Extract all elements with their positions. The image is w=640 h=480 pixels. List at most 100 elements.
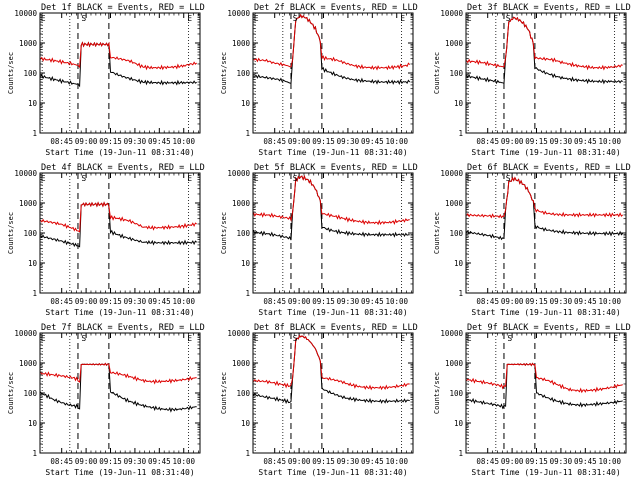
end-marker: E <box>400 174 405 183</box>
x-tick-label: 09:00 <box>288 297 311 306</box>
x-axis-label: Start Time (19-Jun-11 08:31:40) <box>471 468 620 477</box>
y-tick-label: 1 <box>458 289 463 298</box>
y-tick-label: 100 <box>236 229 250 238</box>
x-tick-label: 09:00 <box>288 137 311 146</box>
events-series-line <box>466 16 623 85</box>
y-tick-label: 10000 <box>14 169 37 178</box>
y-tick-label: 100 <box>449 69 463 78</box>
y-tick-label: 1000 <box>232 359 251 368</box>
panel-title: Det 6f BLACK = Events, RED = LLD <box>467 163 631 173</box>
y-axis-label: Counts/sec <box>220 52 228 94</box>
y-tick-label: 10000 <box>440 329 463 338</box>
y-tick-label: 1 <box>458 449 463 458</box>
y-tick-label: 10 <box>454 99 464 108</box>
panel-title: Det 7f BLACK = Events, RED = LLD <box>41 323 205 333</box>
y-axis-label: Counts/sec <box>7 212 15 254</box>
y-tick-label: 10 <box>241 259 251 268</box>
x-tick-label: 09:00 <box>288 457 311 466</box>
panel-det-4: Det 4f BLACK = Events, RED = LLD Counts/s… <box>7 163 205 317</box>
plot-frame <box>39 12 201 134</box>
end-marker: E <box>41 334 46 343</box>
x-tick-label: 09:15 <box>99 137 122 146</box>
x-tick-label: 10:00 <box>172 457 195 466</box>
events-series-line <box>40 362 197 413</box>
y-axis-label: Counts/sec <box>7 372 15 414</box>
y-tick-label: 10000 <box>440 169 463 178</box>
end-marker: E <box>41 174 46 183</box>
y-tick-label: 1000 <box>19 199 38 208</box>
x-tick-label: 10:00 <box>385 457 408 466</box>
panel-det-2: Det 2f BLACK = Events, RED = LLD Counts/s… <box>220 3 418 157</box>
y-tick-label: 10000 <box>227 329 250 338</box>
end-marker: E <box>467 14 472 23</box>
events-series-line <box>466 362 623 410</box>
y-tick-label: 10 <box>454 259 464 268</box>
lld-series-line <box>40 201 197 233</box>
x-tick-label: 08:45 <box>50 137 73 146</box>
panel-title: Det 4f BLACK = Events, RED = LLD <box>41 163 205 173</box>
y-tick-label: 10 <box>454 419 464 428</box>
y-axis-label: Counts/sec <box>433 372 441 414</box>
end-marker: E <box>254 174 259 183</box>
end-marker: E <box>613 14 618 23</box>
panel-title: Det 2f BLACK = Events, RED = LLD <box>254 3 418 13</box>
plot-frame <box>39 172 201 294</box>
x-axis-label: Start Time (19-Jun-11 08:31:40) <box>258 308 407 317</box>
x-tick-label: 09:00 <box>75 297 98 306</box>
x-tick-label: 09:45 <box>148 137 171 146</box>
x-tick-label: 08:45 <box>263 457 286 466</box>
start-marker: S <box>81 14 86 23</box>
x-tick-label: 09:15 <box>99 457 122 466</box>
y-tick-label: 100 <box>236 389 250 398</box>
start-marker: S <box>293 174 298 183</box>
y-tick-label: 1000 <box>445 39 464 48</box>
end-marker: E <box>613 334 618 343</box>
x-tick-label: 09:30 <box>550 137 573 146</box>
panel-det-7: Det 7f BLACK = Events, RED = LLD Counts/s… <box>7 323 205 477</box>
x-tick-label: 09:15 <box>525 297 548 306</box>
x-tick-label: 09:45 <box>148 457 171 466</box>
end-marker: E <box>254 334 259 343</box>
x-tick-label: 08:45 <box>476 297 499 306</box>
lld-series-line <box>40 362 197 385</box>
end-marker: E <box>187 14 192 23</box>
x-tick-label: 09:15 <box>312 137 335 146</box>
start-marker: S <box>506 14 511 23</box>
end-marker: E <box>400 334 405 343</box>
y-tick-label: 100 <box>449 229 463 238</box>
x-tick-label: 09:45 <box>361 297 384 306</box>
x-tick-label: 10:00 <box>598 457 621 466</box>
plot-frame <box>465 12 627 134</box>
panel-det-9: Det 9f BLACK = Events, RED = LLD Counts/s… <box>433 323 631 477</box>
x-tick-label: 08:45 <box>263 297 286 306</box>
y-tick-label: 100 <box>236 69 250 78</box>
x-tick-label: 09:00 <box>501 137 524 146</box>
x-tick-label: 09:30 <box>124 297 147 306</box>
x-axis-label: Start Time (19-Jun-11 08:31:40) <box>471 148 620 157</box>
x-tick-label: 10:00 <box>172 297 195 306</box>
y-tick-label: 10 <box>241 419 251 428</box>
y-tick-label: 100 <box>449 389 463 398</box>
x-tick-label: 09:00 <box>501 457 524 466</box>
start-marker: S <box>293 334 298 343</box>
lld-series-line <box>40 41 198 71</box>
lld-series-line <box>466 176 624 219</box>
end-marker: E <box>467 174 472 183</box>
plot-frame <box>465 332 627 454</box>
lld-series-line <box>253 334 410 391</box>
panel-det-1: Det 1f BLACK = Events, RED = LLD Counts/s… <box>7 3 205 157</box>
x-tick-label: 09:45 <box>148 297 171 306</box>
end-marker: E <box>187 334 192 343</box>
x-tick-label: 10:00 <box>172 137 195 146</box>
y-axis-label: Counts/sec <box>7 52 15 94</box>
plot-frame <box>252 332 414 454</box>
x-tick-label: 10:00 <box>598 297 621 306</box>
lld-series-line <box>466 16 623 71</box>
x-tick-label: 09:15 <box>312 457 335 466</box>
lld-series-line <box>253 13 411 71</box>
x-tick-label: 08:45 <box>50 297 73 306</box>
y-axis-label: Counts/sec <box>433 52 441 94</box>
x-tick-label: 09:45 <box>361 457 384 466</box>
plot-frame <box>465 172 627 294</box>
